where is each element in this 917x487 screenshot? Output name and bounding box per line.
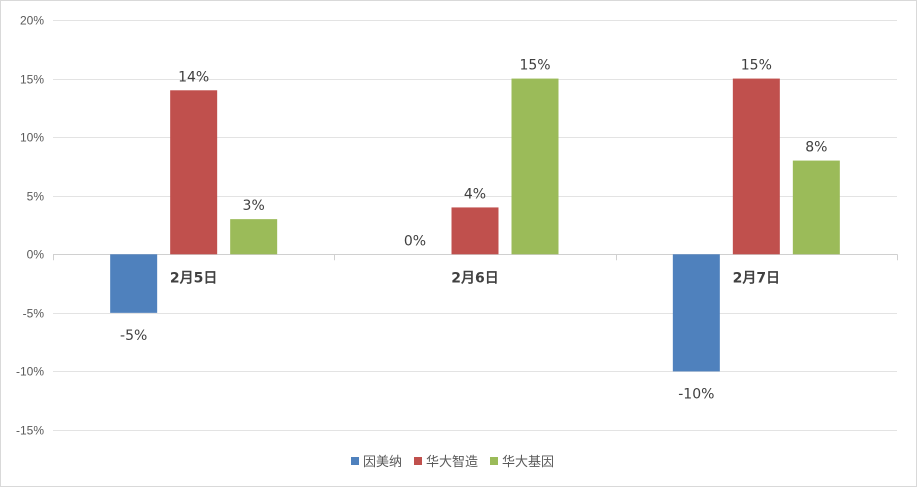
- y-tick-label: 15%: [20, 73, 44, 87]
- legend-swatch: [414, 457, 422, 465]
- bar: [732, 78, 780, 255]
- data-label: 3%: [243, 198, 265, 214]
- bar: [511, 78, 559, 255]
- data-label: -10%: [678, 386, 714, 402]
- y-tick-label: 20%: [20, 14, 44, 28]
- legend-label: 因美纳: [363, 455, 402, 470]
- bar: [110, 254, 158, 313]
- data-label: -5%: [120, 328, 147, 344]
- bar: [672, 254, 720, 372]
- data-label: 4%: [464, 186, 486, 202]
- legend-label: 华大智造: [426, 455, 478, 470]
- bar: [230, 219, 278, 255]
- data-labels: -5% 14% 3% 0% 4% 15% -10% 15% 8%: [120, 58, 827, 403]
- legend-swatch: [351, 457, 359, 465]
- bars: [110, 78, 840, 372]
- data-label: 15%: [519, 58, 550, 74]
- category-labels: 2月5日 2月6日 2月7日: [170, 270, 780, 286]
- data-label: 0%: [404, 233, 426, 249]
- legend-label: 华大基因: [502, 455, 554, 470]
- y-tick-label: 0%: [27, 248, 45, 262]
- bar: [792, 160, 840, 255]
- category-label: 2月6日: [451, 270, 498, 286]
- data-label: 15%: [741, 58, 772, 74]
- legend-swatch: [490, 457, 498, 465]
- y-tick-label: -10%: [16, 365, 44, 379]
- bar: [451, 207, 499, 255]
- y-tick-label: 10%: [20, 131, 44, 145]
- legend: 因美纳 华大智造 华大基因: [351, 455, 554, 470]
- y-tick-label: -15%: [16, 424, 44, 438]
- bar: [170, 90, 218, 255]
- y-tick-label: -5%: [23, 307, 45, 321]
- y-axis-ticks: 20% 15% 10% 5% 0% -5% -10% -15%: [16, 14, 44, 438]
- y-tick-label: 5%: [27, 190, 45, 204]
- category-label: 2月7日: [733, 270, 780, 286]
- category-label: 2月5日: [170, 270, 217, 286]
- data-label: 8%: [805, 140, 827, 156]
- data-label: 14%: [178, 69, 209, 85]
